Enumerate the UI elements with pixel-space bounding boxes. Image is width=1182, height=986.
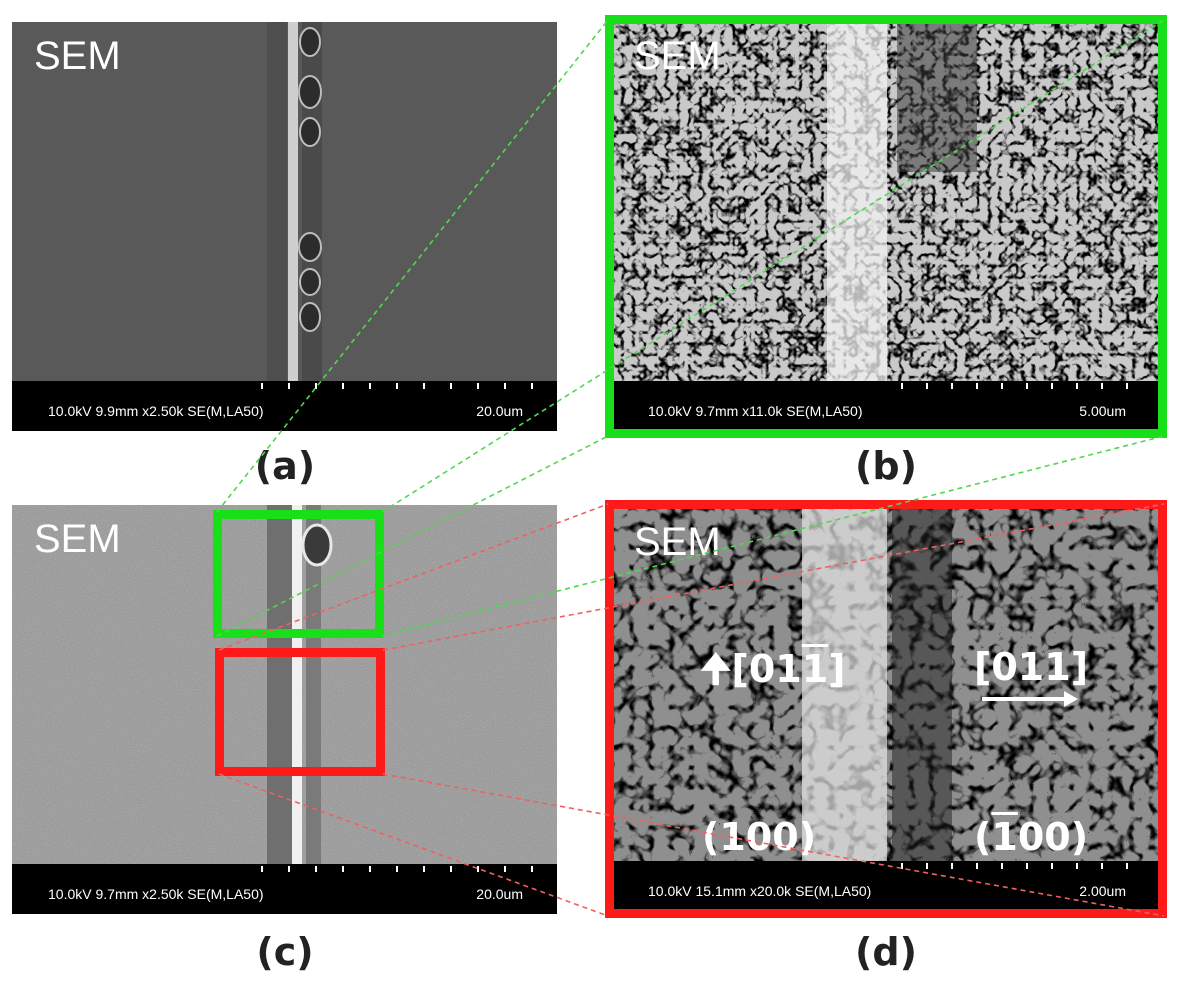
- right-arrow-icon: [982, 691, 1078, 707]
- caption-a: (a): [254, 444, 316, 488]
- info-bar-c: 10.0kV 9.7mm x2.50k SE(M,LA50) 20.0um: [12, 864, 557, 914]
- caption-d: (d): [855, 930, 917, 974]
- direction-label-left: 🠉[011]: [700, 647, 846, 691]
- panel-d-red-frame: [605, 500, 1167, 918]
- scale-bar-label-a: 20.0um: [476, 403, 523, 419]
- caption-b: (b): [855, 444, 917, 488]
- caption-c: (c): [256, 930, 314, 974]
- sem-panel-a: SEM 10.0kV 9.9mm x2.50k SE(M,LA50) 20.0u…: [12, 22, 557, 431]
- up-arrow-icon: 🠉: [700, 647, 732, 691]
- sem-label-c: SEM: [34, 517, 121, 561]
- zoom-region-red-box: [215, 648, 385, 776]
- zoom-region-green-box: [213, 510, 384, 638]
- direction-label-right: [011]: [974, 645, 1089, 689]
- info-bar-a: 10.0kV 9.9mm x2.50k SE(M,LA50) 20.0um: [12, 381, 557, 431]
- sem-label-a: SEM: [34, 34, 121, 78]
- imaging-parameters-a: 10.0kV 9.9mm x2.50k SE(M,LA50): [48, 403, 264, 419]
- sem-image-a: [12, 22, 557, 431]
- imaging-parameters-c: 10.0kV 9.7mm x2.50k SE(M,LA50): [48, 886, 264, 902]
- panel-b-green-frame: [605, 15, 1167, 438]
- scale-bar-label-c: 20.0um: [476, 886, 523, 902]
